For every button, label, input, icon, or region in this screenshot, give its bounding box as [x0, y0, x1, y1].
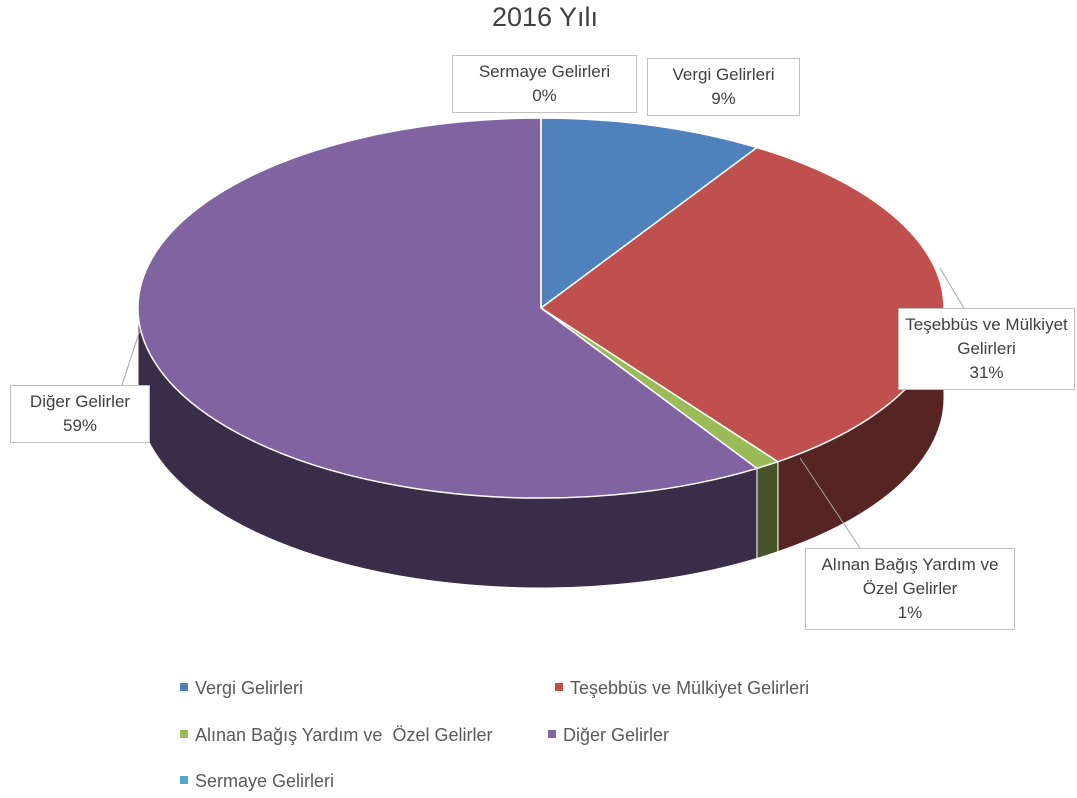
legend-label: Diğer Gelirler — [563, 725, 670, 745]
leader-line — [121, 329, 141, 386]
data-label-category: Teşebbüs ve Mülkiyet Gelirleri — [905, 315, 1073, 358]
data-label: Vergi Gelirleri 9% — [647, 58, 800, 116]
legend-marker — [180, 730, 188, 739]
legend-item: Alınan Bağış Yardım ve Özel Gelirler — [180, 725, 492, 746]
legend-marker — [548, 730, 556, 739]
leader-line — [939, 267, 966, 311]
slice-side — [756, 461, 779, 560]
data-label-value: 0% — [532, 86, 557, 105]
data-label: Alınan Bağış Yardım ve Özel Gelirler 1% — [805, 548, 1015, 630]
legend-label: Teşebbüs ve Mülkiyet Gelirleri — [570, 678, 810, 698]
legend-label: Vergi Gelirleri — [195, 678, 304, 698]
data-label-category: Sermaye Gelirleri — [478, 62, 611, 81]
legend-label: Sermaye Gelirleri — [195, 771, 335, 791]
leader-line — [799, 457, 861, 549]
chart-title: 2016 Yılı — [491, 2, 599, 32]
data-label: Sermaye Gelirleri 0% — [452, 55, 637, 113]
data-label: Diğer Gelirler 59% — [10, 385, 150, 443]
legend-item: Diğer Gelirler — [548, 725, 669, 746]
slice — [137, 117, 759, 499]
data-label-value: 31% — [969, 363, 1004, 382]
legend-item: Teşebbüs ve Mülkiyet Gelirleri — [555, 678, 809, 699]
legend-item: Vergi Gelirleri — [180, 678, 303, 699]
legend-marker — [180, 776, 188, 785]
data-label-category: Diğer Gelirler — [29, 392, 131, 411]
data-label-value: 1% — [897, 603, 923, 622]
data-label: Teşebbüs ve Mülkiyet Gelirleri 31% — [898, 308, 1075, 390]
slice — [539, 146, 945, 463]
legend-marker — [555, 683, 563, 692]
data-label-category: Alınan Bağış Yardım ve Özel Gelirler — [821, 555, 1008, 598]
legend-item: Sermaye Gelirleri — [180, 771, 334, 792]
data-label-value: 9% — [711, 89, 736, 108]
slice — [540, 117, 759, 310]
data-label-category: Vergi Gelirleri — [672, 65, 775, 84]
legend-marker — [180, 683, 188, 692]
data-label-value: 59% — [62, 416, 98, 435]
legend-label: Alınan Bağış Yardım ve Özel Gelirler — [195, 725, 493, 745]
